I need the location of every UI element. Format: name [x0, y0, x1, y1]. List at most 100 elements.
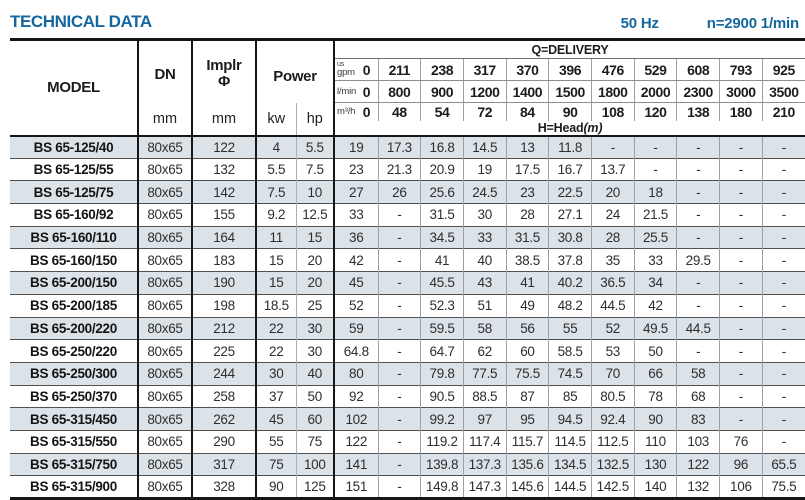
flow-value-cell: 317: [462, 58, 507, 81]
dn-cell: 80x65: [137, 316, 192, 340]
flow-value-cell: 900: [420, 80, 464, 103]
flow-value-zero: 0: [362, 103, 371, 120]
head-value-cell: 122: [333, 429, 379, 454]
flow-value-cell: 138: [676, 102, 720, 121]
flow-unit-label-main: m³/h: [337, 106, 356, 118]
head-value-cell: 34: [633, 271, 677, 295]
head-value-cell: 96: [719, 452, 763, 476]
head-value-cell: 52.3: [420, 293, 464, 317]
head-value-cell: 36: [333, 225, 379, 249]
power-kw-cell: 22: [255, 339, 296, 363]
table-row: BS 65-250/300 80x65 244 30 40 80-79.8 77.5 75.5…: [10, 361, 805, 386]
head-value-cell: 62: [462, 339, 507, 363]
power-kw-cell: 18.5: [255, 293, 296, 317]
model-cell: BS 65-315/900: [10, 475, 138, 499]
head-value-cell: -: [676, 203, 720, 227]
impeller-diameter-symbol: Φ: [217, 72, 230, 90]
head-value-cell: 31.5: [420, 203, 464, 227]
impeller-diameter-cell: 190: [191, 271, 256, 295]
model-cell: BS 65-200/185: [10, 293, 138, 317]
unit-flex: l/min 0: [337, 84, 371, 100]
head-value-cell: 52: [590, 316, 635, 340]
power-hp-cell: 75: [295, 429, 335, 454]
flow-value-cell: 793: [719, 58, 763, 81]
impeller-diameter-cell: 244: [191, 361, 256, 386]
head-value-cell: 16.7: [548, 157, 592, 181]
head-value-cell: 87: [505, 384, 549, 408]
head-value-cell: 53: [590, 339, 635, 363]
head-value-cell: 58: [462, 316, 507, 340]
dn-cell: 80x65: [137, 225, 192, 249]
head-value-cell: 16.8: [420, 134, 464, 159]
head-value-cell: 31.5: [505, 225, 549, 249]
head-value-cell: 44.5: [590, 293, 635, 317]
head-value-cell: -: [761, 384, 805, 408]
power-kw-cell: 90: [255, 475, 296, 499]
head-value-cell: 95: [505, 407, 549, 431]
head-value-cell: -: [761, 361, 805, 386]
model-cell: BS 65-250/220: [10, 339, 138, 363]
model-cell: BS 65-250/300: [10, 361, 138, 386]
flow-value-cell: 210: [761, 102, 805, 121]
power-hp-cell: 20: [295, 271, 335, 295]
head-value-cell: -: [761, 157, 805, 181]
impeller-diameter-cell: 142: [191, 180, 256, 204]
model-cell: BS 65-315/750: [10, 452, 138, 476]
head-value-cell: 142.5: [590, 475, 635, 499]
head-value-cell: 38.5: [505, 248, 549, 272]
power-kw-cell: 30: [255, 361, 296, 386]
head-value-cell: 64.8: [333, 339, 379, 363]
head-value-cell: 114.5: [548, 429, 592, 454]
head-value-cell: 140: [633, 475, 677, 499]
power-hp-cell: 15: [295, 225, 335, 249]
head-value-cell: 33: [462, 225, 507, 249]
head-value-cell: 20: [590, 180, 635, 204]
flow-value-cell: 608: [676, 58, 720, 81]
head-value-cell: 103: [676, 429, 720, 454]
head-value-cell: 97: [462, 407, 507, 431]
impeller-column-header: Implr Φ: [191, 39, 256, 103]
head-value-cell: 13.7: [590, 157, 635, 181]
head-value-cell: -: [676, 180, 720, 204]
power-kw-cell: 9.2: [255, 203, 296, 227]
head-value-cell: 134.5: [548, 452, 592, 476]
head-value-cell: -: [377, 271, 421, 295]
dn-cell: 80x65: [137, 271, 192, 295]
head-value-cell: 78: [633, 384, 677, 408]
head-title: H=Head: [537, 120, 584, 135]
head-value-cell: 92.4: [590, 407, 635, 431]
head-value-cell: -: [377, 339, 421, 363]
table-row: BS 65-160/92 80x65 155 9.2 12.5 33-31.5 30 28 27…: [10, 203, 805, 227]
power-hp-cell: 20: [295, 248, 335, 272]
table-row: BS 65-200/220 80x65 212 22 30 59-59.5 58 56 55 52…: [10, 316, 805, 340]
head-value-cell: 119.2: [420, 429, 464, 454]
dn-unit-label: mm: [137, 102, 192, 136]
table-row: BS 65-200/150 80x65 190 15 20 45-45.5 43 41 40.2…: [10, 271, 805, 295]
impeller-diameter-cell: 155: [191, 203, 256, 227]
head-value-cell: 28: [505, 203, 549, 227]
dn-column-header: DN: [137, 39, 192, 103]
power-kw-cell: 75: [255, 452, 296, 476]
flow-value-cell: 238: [420, 58, 464, 81]
head-value-cell: 88.5: [462, 384, 507, 408]
head-value-cell: 17.3: [377, 134, 421, 159]
head-value-cell: 151: [333, 475, 379, 499]
head-value-cell: 20.9: [420, 157, 464, 181]
power-hp-cell: 40: [295, 361, 335, 386]
head-value-cell: -: [761, 429, 805, 454]
head-value-cell: -: [761, 339, 805, 363]
impeller-diameter-cell: 328: [191, 475, 256, 499]
head-value-cell: 48.2: [548, 293, 592, 317]
head-value-cell: 145.6: [505, 475, 549, 499]
table-row: BS 65-125/55 80x65 132 5.5 7.5 23 21.3 20.9 19 17…: [10, 157, 805, 181]
head-value-cell: 75.5: [505, 361, 549, 386]
flow-value-cell: 84: [505, 102, 549, 121]
kw-unit-label: kw: [255, 102, 296, 136]
head-value-cell: -: [676, 157, 720, 181]
head-value-cell: -: [633, 134, 677, 159]
table-row: BS 65-125/40 80x65 122 4 5.5 19 17.3 16.8 14.5 13…: [10, 134, 805, 159]
dn-cell: 80x65: [137, 180, 192, 204]
head-value-cell: 42: [633, 293, 677, 317]
head-value-cell: -: [377, 225, 421, 249]
table-row: BS 65-160/150 80x65 183 15 20 42-41 40 38.5 37.8…: [10, 248, 805, 272]
